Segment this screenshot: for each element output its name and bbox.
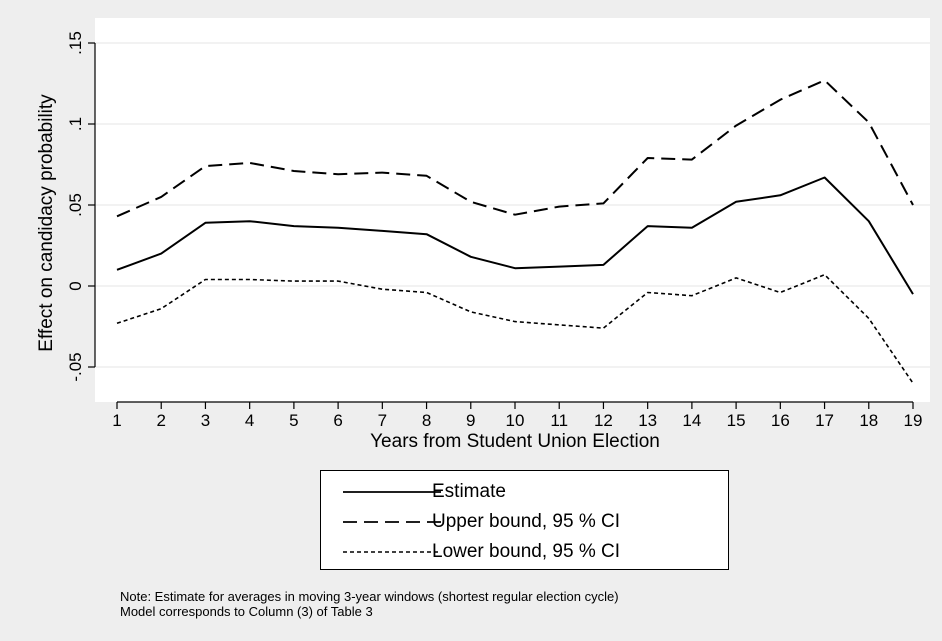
- x-tick-label: 7: [378, 411, 387, 430]
- y-tick-label: .1: [66, 117, 85, 131]
- note-line-1: Note: Estimate for averages in moving 3-…: [120, 589, 619, 604]
- legend-label-lower: Lower bound, 95 % CI: [432, 541, 621, 562]
- grid-lines: [95, 42, 930, 368]
- x-tick-label: 8: [422, 411, 431, 430]
- series-line-short-dash: [116, 273, 914, 384]
- axes: -.050.05.1.151 2 3 4 5 6 7 8 9 10 11 12 13 14 15 16 17 18…: [66, 31, 922, 430]
- y-tick-label: .15: [66, 31, 85, 55]
- legend-label-estimate: Estimate: [432, 481, 506, 502]
- x-axis-title: Years from Student Union Election: [370, 431, 660, 452]
- x-tick-label: 10: [506, 411, 525, 430]
- y-tick-label: 0: [66, 281, 85, 290]
- x-tick-label: 19: [904, 411, 923, 430]
- legend-item-lower: Lower bound, 95 % CI: [321, 539, 728, 565]
- legend-swatch-long-dash: [343, 521, 441, 523]
- x-tick-label: 16: [771, 411, 790, 430]
- x-tick-label: 14: [682, 411, 701, 430]
- legend-item-upper: Upper bound, 95 % CI: [321, 509, 728, 535]
- x-tick-label: 13: [638, 411, 657, 430]
- x-tick-label: 6: [333, 411, 342, 430]
- x-tick-label: 3: [201, 411, 210, 430]
- x-tick-label: 15: [727, 411, 746, 430]
- x-tick-label: 9: [466, 411, 475, 430]
- legend-item-estimate: Estimate: [321, 479, 728, 505]
- legend-swatch-solid: [343, 491, 441, 493]
- y-axis-title: Effect on candidacy probability: [36, 94, 57, 352]
- x-tick-label: 18: [859, 411, 878, 430]
- legend-label-upper: Upper bound, 95 % CI: [432, 511, 621, 532]
- x-tick-label: 2: [156, 411, 165, 430]
- chart-note: Note: Estimate for averages in moving 3-…: [120, 589, 619, 619]
- note-line-2: Model corresponds to Column (3) of Table…: [120, 604, 373, 619]
- y-tick-label: -.05: [66, 352, 85, 381]
- y-tick-label: .05: [66, 193, 85, 217]
- series-lines: [116, 79, 914, 384]
- x-tick-label: 12: [594, 411, 613, 430]
- plot-area: [95, 18, 930, 402]
- x-tick-label: 4: [245, 411, 254, 430]
- x-tick-label: 5: [289, 411, 298, 430]
- legend-swatch-short-dash: [343, 551, 441, 553]
- series-line-solid: [116, 176, 914, 295]
- x-tick-label: 17: [815, 411, 834, 430]
- x-tick-label: 11: [550, 411, 568, 430]
- series-line-long-dash: [116, 79, 914, 218]
- x-tick-label: 1: [112, 411, 121, 430]
- legend: Estimate Upper bound, 95 % CI Lower boun…: [320, 470, 729, 570]
